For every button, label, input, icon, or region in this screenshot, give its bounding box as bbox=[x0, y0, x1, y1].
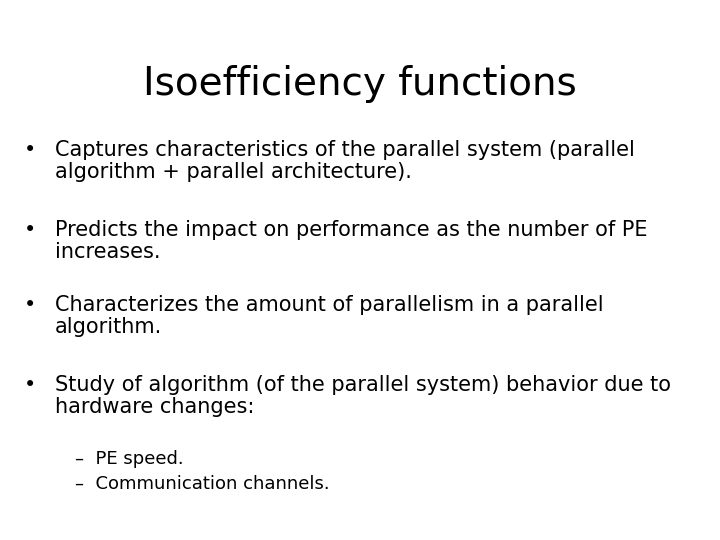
Text: Captures characteristics of the parallel system (parallel: Captures characteristics of the parallel… bbox=[55, 140, 635, 160]
Text: Isoefficiency functions: Isoefficiency functions bbox=[143, 65, 577, 103]
Text: algorithm + parallel architecture).: algorithm + parallel architecture). bbox=[55, 162, 412, 182]
Text: increases.: increases. bbox=[55, 242, 161, 262]
Text: –  Communication channels.: – Communication channels. bbox=[75, 475, 330, 493]
Text: algorithm.: algorithm. bbox=[55, 317, 162, 337]
Text: –  PE speed.: – PE speed. bbox=[75, 450, 184, 468]
Text: •: • bbox=[24, 220, 36, 240]
Text: Study of algorithm (of the parallel system) behavior due to: Study of algorithm (of the parallel syst… bbox=[55, 375, 671, 395]
Text: hardware changes:: hardware changes: bbox=[55, 397, 254, 417]
Text: •: • bbox=[24, 295, 36, 315]
Text: •: • bbox=[24, 140, 36, 160]
Text: •: • bbox=[24, 375, 36, 395]
Text: Predicts the impact on performance as the number of PE: Predicts the impact on performance as th… bbox=[55, 220, 647, 240]
Text: Characterizes the amount of parallelism in a parallel: Characterizes the amount of parallelism … bbox=[55, 295, 603, 315]
